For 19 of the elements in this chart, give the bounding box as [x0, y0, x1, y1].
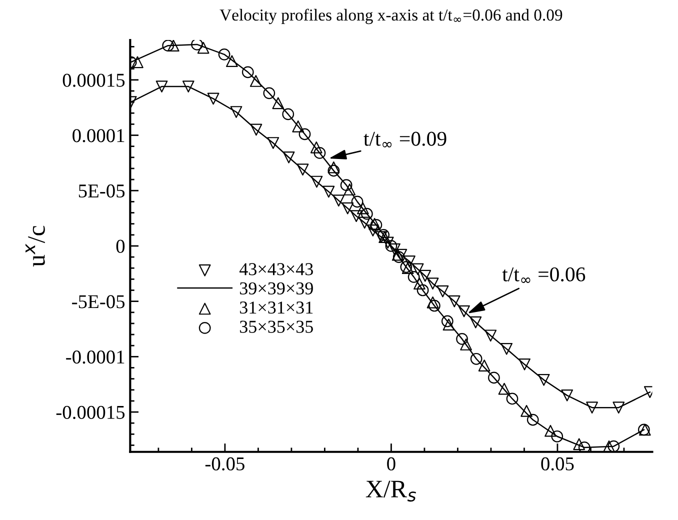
legend-label: 35×35×35	[240, 320, 313, 333]
x-tick-label: 0.05	[541, 457, 574, 471]
y-tick-label: 5E-05	[78, 184, 125, 198]
y-tick-label: -0.00015	[56, 406, 125, 420]
y-tick-label: 0.00015	[62, 74, 125, 87]
x-axis-title: X/R$_{s}$	[366, 480, 416, 502]
annotation: t/t$_{∞}$ =0.06	[502, 267, 586, 283]
x-tick-label: 0	[387, 457, 396, 470]
x-tick-label: -0.05	[205, 457, 244, 471]
legend-label: 43×43×43	[239, 263, 313, 276]
y-axis-title: u$^{x}$/c	[26, 226, 45, 267]
y-tick-label: 0	[116, 240, 125, 253]
y-tick-label: -0.0001	[66, 350, 124, 364]
chart-title: Velocity profiles along x-axis at t/t$_{∞}$=0.06 and 0.09	[220, 8, 562, 24]
y-tick-label: 0.0001	[72, 129, 124, 142]
legend-label: 31×31×31	[240, 302, 313, 314]
legend-label: 39×39×39	[240, 282, 313, 294]
annotation: t/t$_{∞}$ =0.09	[364, 132, 446, 148]
y-tick-label: -5E-05	[72, 295, 125, 308]
